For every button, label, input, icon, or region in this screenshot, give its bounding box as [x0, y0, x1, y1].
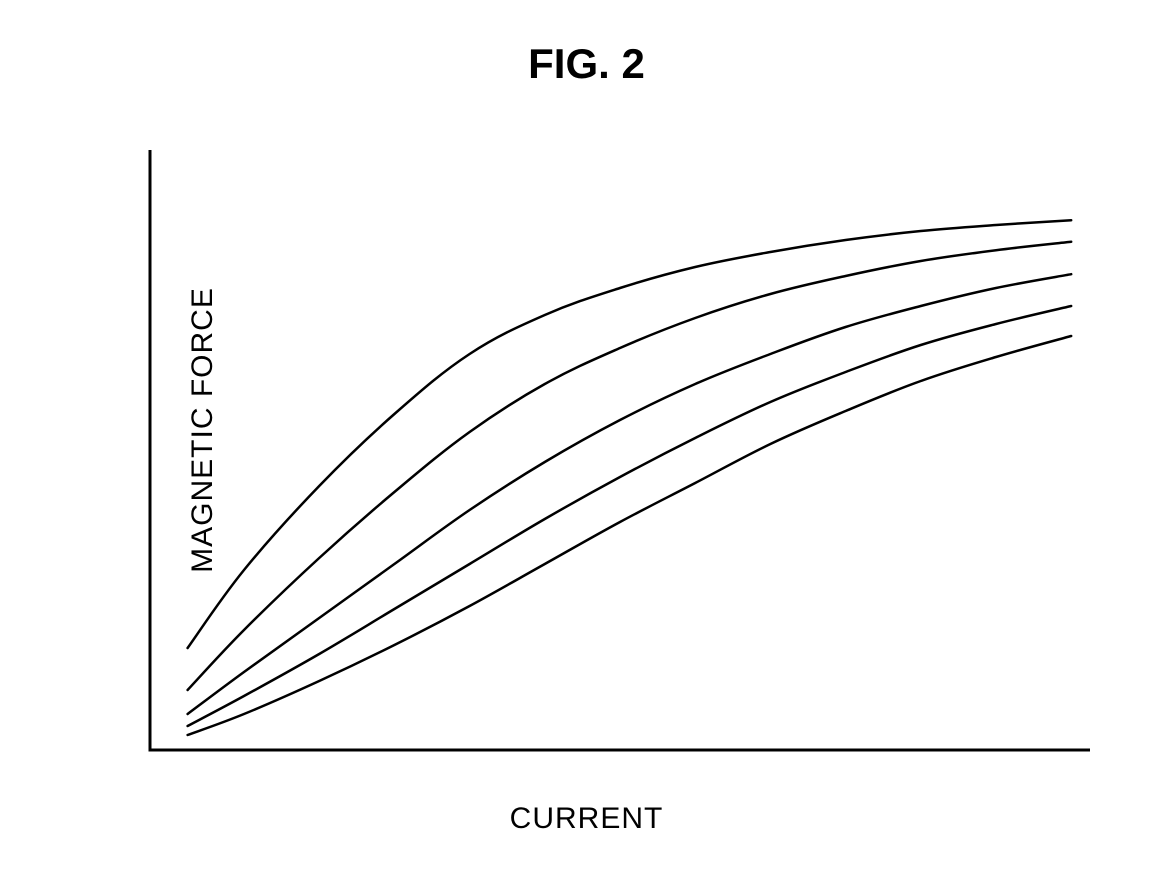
chart-plot	[140, 140, 1100, 760]
x-axis-label: CURRENT	[0, 802, 1173, 836]
curve-5	[188, 336, 1072, 735]
curve-1	[188, 220, 1072, 648]
figure-title: FIG. 2	[0, 40, 1173, 88]
curve-2	[188, 242, 1072, 690]
figure-container: FIG. 2 MAGNETIC FORCE CURRENT	[0, 0, 1173, 886]
axes	[150, 150, 1090, 750]
